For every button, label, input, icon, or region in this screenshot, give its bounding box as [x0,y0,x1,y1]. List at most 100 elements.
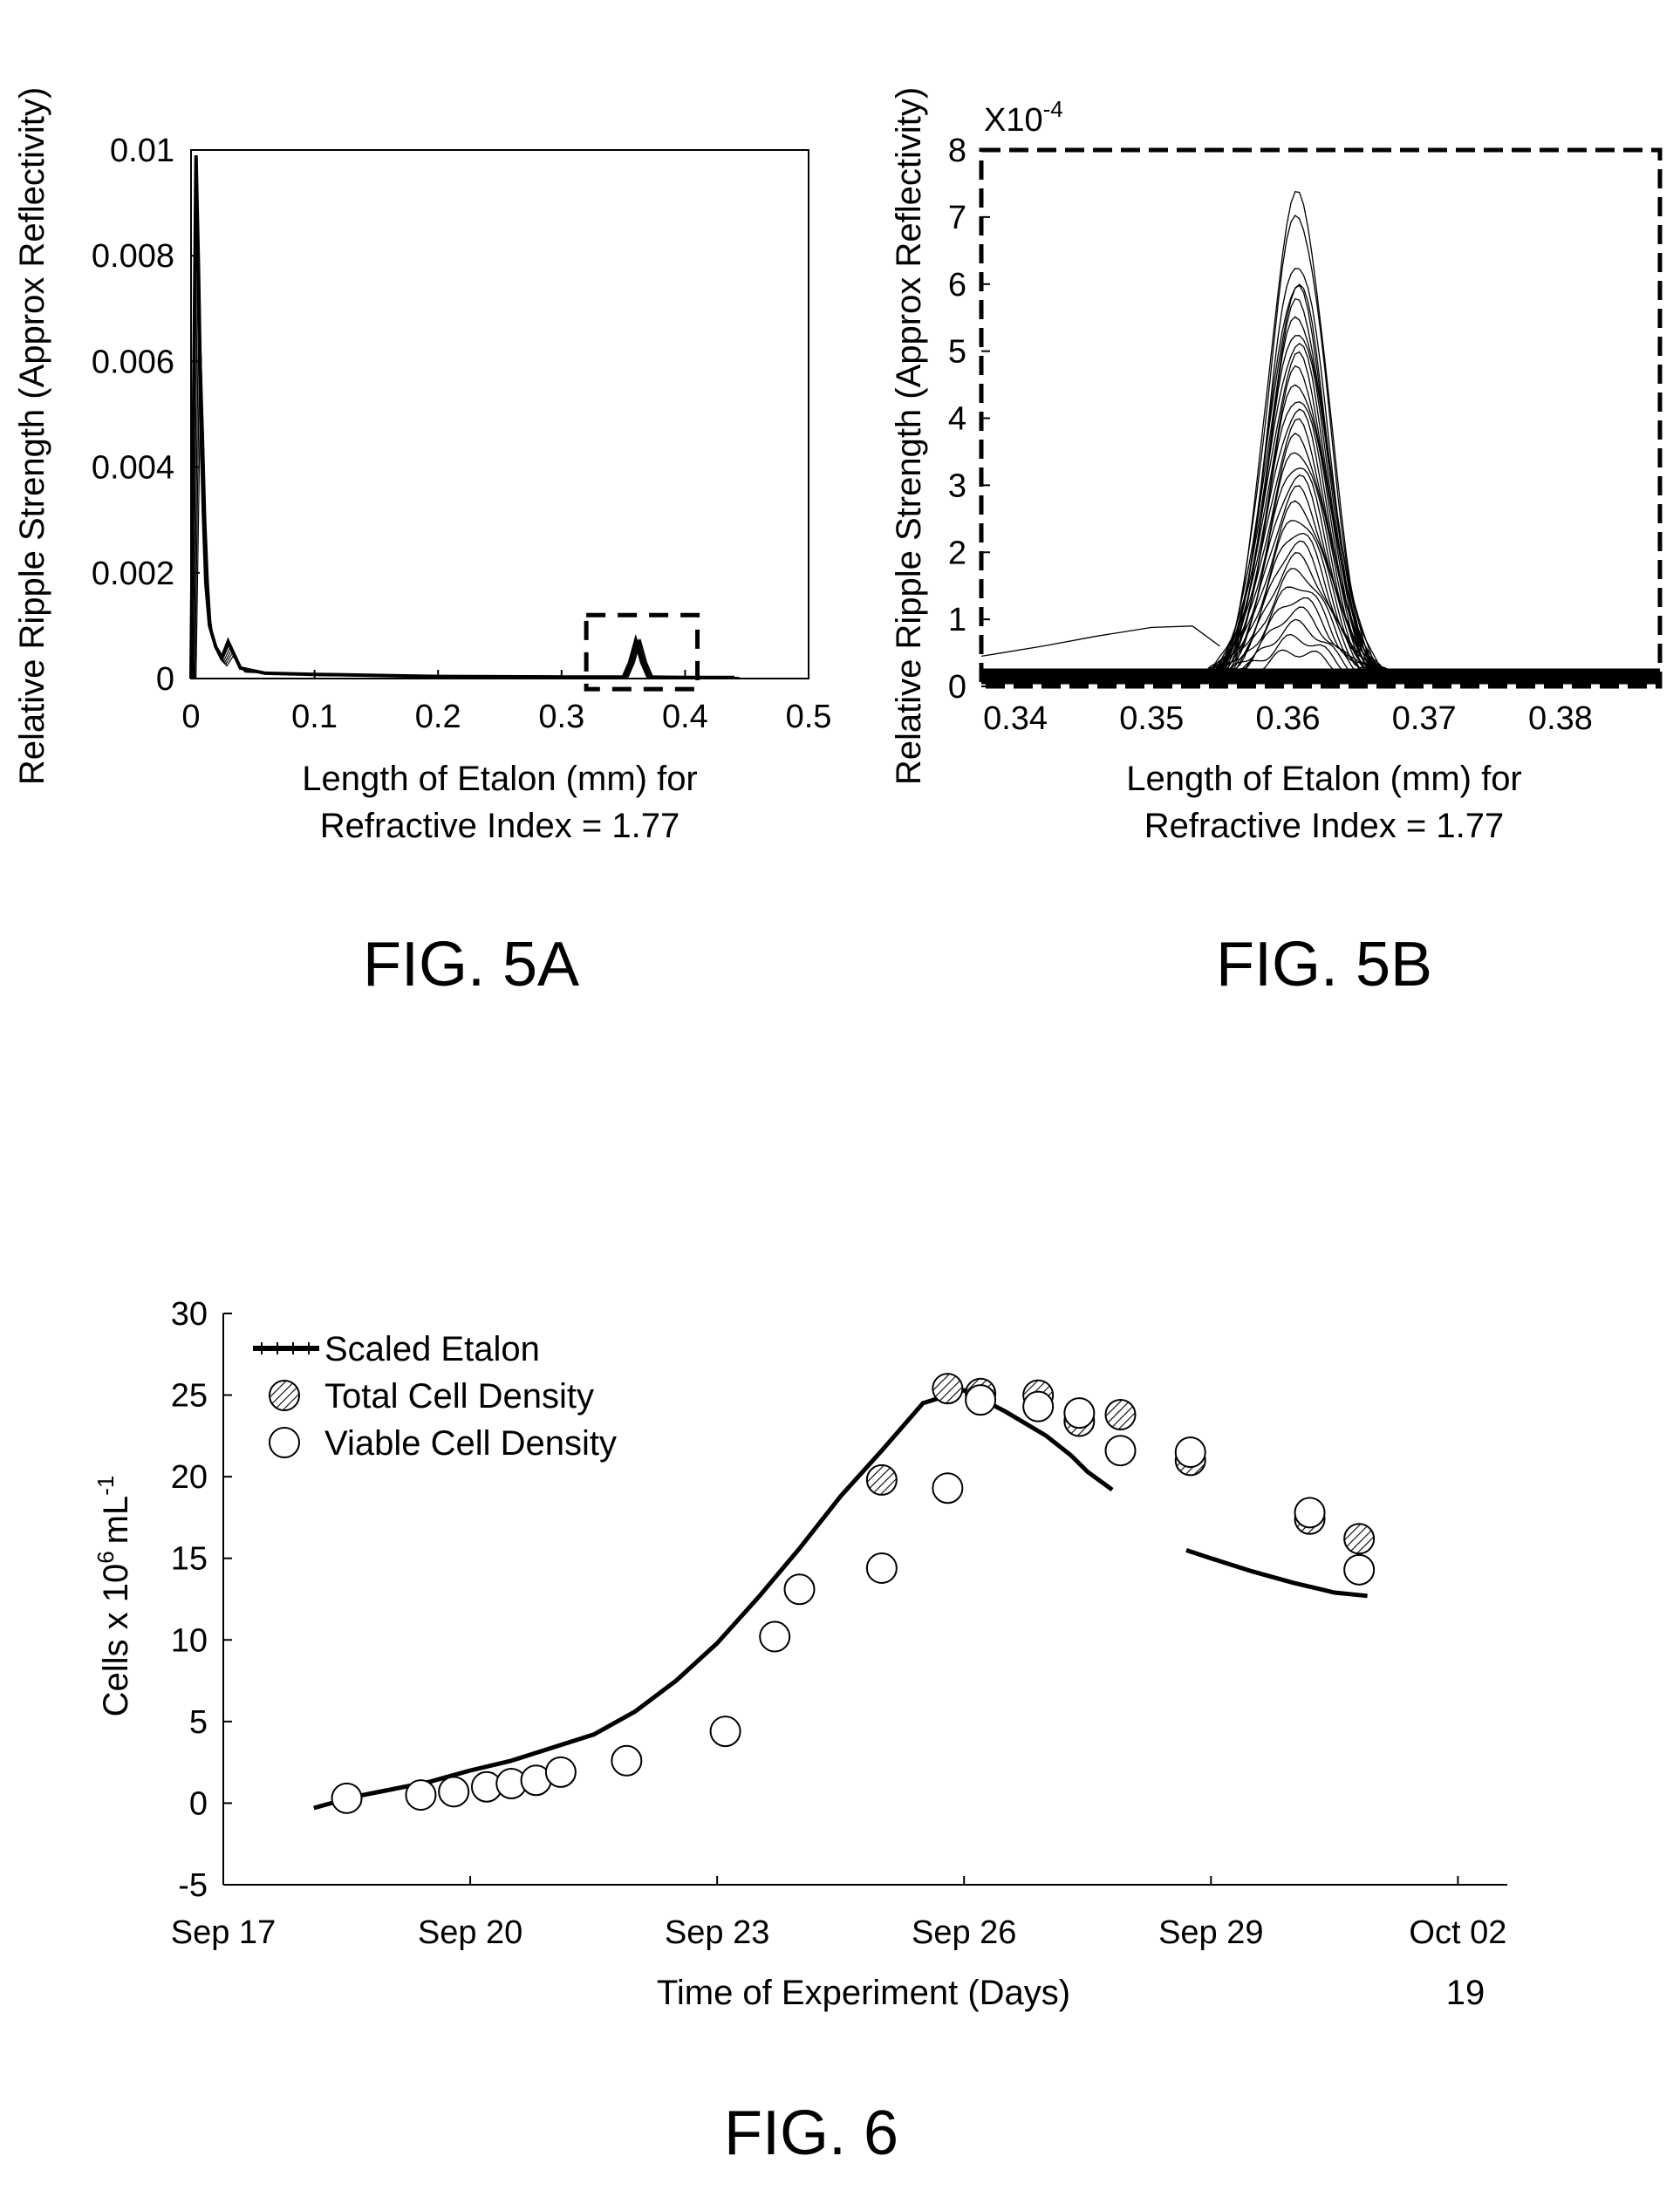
fig6-legend: Scaled Etalon Total Cell Density Viable … [253,1330,617,1463]
fig5a-caption: FIG. 5A [363,930,579,999]
fig6-viable-point [965,1384,997,1416]
fig5a-y-tick-label: 0 [156,661,174,698]
fig6-viable-point [1022,1390,1055,1422]
fig5a-y-ticks: 0 0.002 0.004 0.006 0.008 0.01 [92,133,200,698]
fig5a-x-tick-label: 0.3 [538,699,584,735]
fig5a-series-trace [193,280,738,679]
fig5a-y-tick-label: 0.006 [92,344,174,380]
fig5a-series-trace [195,364,740,679]
fig6-viable-point [1294,1497,1326,1529]
fig5b-peak-trace [981,418,1660,685]
fig6-viable-point [544,1756,577,1788]
fig5b-y-tick-label: 0 [948,669,966,706]
fig6-y-tick-label: 5 [189,1704,208,1741]
fig5b-xlabel: Length of Etalon (mm) for [1126,760,1522,798]
fig6-viable-point [1063,1397,1096,1429]
fig5a-xlabel-line2: Refractive Index = 1.77 [320,807,680,845]
fig6-ylabel-unit: mL [97,1496,135,1545]
fig5b-y-multiplier-base: X10 [984,102,1043,139]
fig6-caption: FIG. 6 [724,2098,898,2168]
fig6-y-tick-label: 10 [171,1622,208,1659]
fig5b-y-tick-label: 8 [948,133,966,169]
fig5b-x-tick-label: 0.37 [1392,700,1457,737]
fig5a-series-trace [192,239,737,679]
fig6-x-tick-label: Sep 20 [418,1914,522,1951]
fig5b-y-tick-label: 6 [948,267,966,304]
fig6-year-label: 19 [1446,1974,1485,2012]
fig5b-y-ticks: 0 1 2 3 4 5 6 7 8 [948,133,990,706]
fig6-total-point [932,1373,964,1405]
fig6-ylabel: Cells x 106 mL-1 [92,1476,135,1717]
fig5a-xlabel: Length of Etalon (mm) for [302,760,698,798]
fig5b-y-multiplier-exp: -4 [1043,96,1063,122]
fig6-x-tick-label: Sep 23 [665,1914,769,1951]
fig6-x-tick-label: Sep 26 [912,1914,1016,1951]
fig6-y-tick-label: 30 [171,1296,208,1333]
fig5b-peak-trace [981,540,1660,685]
fig5b-x-ticks: 0.34 0.35 0.36 0.37 0.38 [983,700,1593,737]
fig5a-y-tick-label: 0.004 [92,450,174,487]
fig6-total-point [1343,1523,1376,1555]
fig6-xlabel: Time of Experiment (Days) [657,1974,1070,2012]
fig5b-chart: X10-4 0.34 0.35 0.36 0.37 0.38 0 1 2 3 4 5 6 7 8 Len… [890,87,1663,999]
fig6-viable-point [405,1779,437,1811]
fig5a-x-ticks: 0 0.1 0.2 0.3 0.4 0.5 [181,670,831,735]
fig5b-y-tick-label: 1 [948,602,966,638]
fig6-viable-point [611,1744,643,1777]
fig5b-peak-trace [981,432,1660,685]
fig6-y-tick-label: 15 [171,1541,208,1578]
legend-viable-marker [269,1427,300,1458]
fig5b-peak-trace [981,297,1660,685]
fig6-y-tick-label: 0 [189,1785,208,1822]
fig5a-ylabel: Relative Ripple Strength (Approx Reflect… [13,87,51,785]
fig6-viable-point [865,1552,898,1584]
fig5b-y-tick-label: 3 [948,467,966,504]
legend-viable-label: Viable Cell Density [324,1424,617,1463]
fig6-x-tick-label: Oct 02 [1409,1914,1506,1951]
fig6-viable-point [438,1776,470,1808]
fig5b-peak-trace [981,190,1660,685]
legend-total-label: Total Cell Density [324,1377,594,1416]
fig5a-x-tick-label: 0.1 [291,699,338,735]
fig6-ylabel-base: Cells x 10 [97,1564,135,1717]
fig6-total-point [1104,1399,1137,1431]
fig6-viable-point [709,1716,741,1748]
fig6-y-tick-label: 20 [171,1459,208,1496]
fig6-total-point [865,1463,898,1496]
fig6-etalon-line [1185,1548,1368,1599]
fig5a-x-tick-label: 0.4 [662,699,708,735]
fig5b-baseline-trace [981,625,1220,658]
fig5a-series [189,155,740,679]
fig5b-y-multiplier: X10-4 [984,96,1063,139]
fig6-x-tick-label: Sep 17 [171,1914,276,1951]
fig6-viable-point [932,1472,964,1504]
fig5b-ylabel: Relative Ripple Strength (Approx Reflect… [890,87,928,785]
fig5a-chart: 0 0.1 0.2 0.3 0.4 0.5 0 0.002 0.004 0.006 0.008 0.… [13,87,831,999]
fig5a-plot-frame [190,149,809,679]
fig6-ylabel-unit-exp: -1 [92,1476,119,1496]
fig6-y-tick-label: -5 [178,1867,208,1904]
fig6-y-tick-label: 25 [171,1378,208,1415]
fig6-chart: Sep 17 Sep 20 Sep 23 Sep 26 Sep 29 Oct 02 -5 0… [92,1296,1507,2168]
fig6-viable-point [783,1573,816,1606]
fig5b-series [981,190,1660,685]
fig5b-x-tick-label: 0.34 [983,700,1048,737]
fig5b-x-tick-label: 0.36 [1256,700,1321,737]
fig6-viable-point [1343,1553,1376,1586]
legend-etalon-label: Scaled Etalon [324,1330,540,1368]
fig5b-y-tick-label: 5 [948,334,966,371]
fig5b-caption: FIG. 5B [1216,930,1432,999]
fig5a-x-tick-label: 0.2 [415,699,461,735]
fig6-viable-series [331,1384,1376,1814]
fig5b-x-tick-label: 0.35 [1119,700,1184,737]
fig6-viable-point [331,1782,363,1814]
legend-total-marker [269,1380,300,1411]
fig5a-series-trace [194,322,739,679]
fig5a-series-line [189,155,734,679]
fig6-etalon-line [313,1388,1114,1811]
fig6-x-ticks: Sep 17 Sep 20 Sep 23 Sep 26 Sep 29 Oct 02 [171,1876,1506,1951]
fig5a-y-tick-label: 0.002 [92,556,174,592]
fig5a-series-trace [191,197,736,679]
fig5b-xlabel-line2: Refractive Index = 1.77 [1144,807,1504,845]
